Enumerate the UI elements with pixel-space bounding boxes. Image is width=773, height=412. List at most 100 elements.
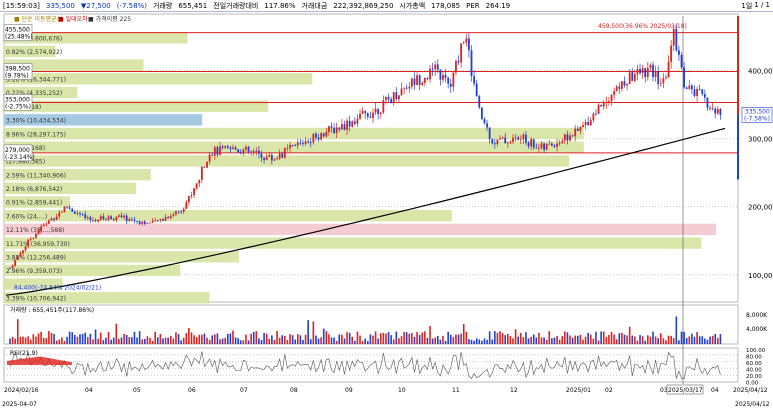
volume-bar xyxy=(278,337,281,344)
volume-profile-bar xyxy=(4,182,137,195)
volume-bar xyxy=(530,336,532,344)
candles-group xyxy=(9,23,722,270)
volume-bar xyxy=(99,332,102,344)
volume-bar xyxy=(242,340,245,344)
volume-bar xyxy=(105,337,107,344)
volume-bar xyxy=(364,338,367,344)
volume-bar xyxy=(237,338,239,344)
period-button[interactable]: 1일 xyxy=(741,2,753,10)
candle-body xyxy=(597,104,600,114)
volume-bar xyxy=(659,333,662,344)
legend-item-price-ma: ■ 가격이평 225 xyxy=(88,15,131,23)
candle-body xyxy=(286,148,289,149)
candle-body xyxy=(628,72,631,84)
candle-body xyxy=(190,195,193,197)
candle-body xyxy=(584,122,587,125)
candle-body xyxy=(455,61,457,73)
candle-body xyxy=(169,215,172,219)
volume-bar xyxy=(159,333,162,344)
volume-bar xyxy=(374,331,377,344)
volume-bar xyxy=(385,333,387,344)
date-highlight-box xyxy=(666,384,704,395)
volume-profile-label: 3.39% (10,706,942) xyxy=(6,296,66,303)
page-indicator[interactable]: 1 / 1 xyxy=(754,1,770,9)
volume-bar xyxy=(429,326,431,344)
candle-body xyxy=(315,133,317,138)
volume-bar xyxy=(247,340,250,344)
candle-body xyxy=(299,142,302,144)
volume-bar xyxy=(156,337,159,344)
volume-bar xyxy=(133,331,136,344)
volume-bar xyxy=(460,333,462,344)
volume-bar xyxy=(621,332,623,344)
volume-profile-bar xyxy=(4,223,716,236)
candle-body xyxy=(47,220,50,224)
volume-bar xyxy=(322,328,325,344)
chart-area[interactable]: 400,000 300,000 200,000 100,000 3.10% (9,800… xyxy=(0,12,773,410)
volume-bar xyxy=(258,338,260,344)
volume-bar xyxy=(79,334,81,344)
candle-body xyxy=(198,179,201,184)
candle-body xyxy=(359,113,361,119)
volume-bar xyxy=(335,340,338,344)
volume-bar xyxy=(488,331,491,344)
volume-bar xyxy=(698,336,701,344)
candle-body xyxy=(654,71,657,78)
volume-profile-label: 0.82% (2,574,922) xyxy=(6,49,62,56)
candle-body xyxy=(356,118,359,124)
volume-bar xyxy=(175,332,177,344)
candle-body xyxy=(32,237,35,239)
volume-bar xyxy=(678,340,680,344)
candle-body xyxy=(307,141,310,143)
volume-bar xyxy=(9,338,11,344)
candle-body xyxy=(587,122,590,126)
candle-body xyxy=(263,157,265,160)
rsi-axis-label: 40.00 xyxy=(746,368,762,374)
candle-body xyxy=(291,144,294,146)
candle-body xyxy=(68,207,71,209)
volume-profile-label: 5.18% (16,344,771) xyxy=(6,77,66,84)
candle-body xyxy=(595,113,597,115)
candle-body xyxy=(449,83,452,87)
candle-body xyxy=(141,221,144,225)
volume-bar xyxy=(717,337,719,344)
candle-body xyxy=(685,87,688,89)
candle-body xyxy=(576,128,579,131)
volume-profile-bar xyxy=(4,209,452,222)
volume-bar xyxy=(418,335,421,344)
volume-bar xyxy=(180,340,182,344)
volume-bar xyxy=(341,334,343,344)
volume-bar xyxy=(592,338,595,344)
volume-profile-bar xyxy=(4,292,210,304)
price-axis-label: 400,000 xyxy=(748,67,773,75)
volume-bar xyxy=(701,336,704,344)
candle-body xyxy=(283,148,286,158)
volume-bar xyxy=(107,331,110,344)
candle-body xyxy=(535,147,538,149)
volume-bar xyxy=(203,333,206,344)
candle-body xyxy=(491,138,494,144)
volume-bar xyxy=(553,337,556,344)
volume-bar xyxy=(299,335,302,344)
candle-body xyxy=(219,146,221,155)
candle-body xyxy=(711,108,714,110)
candle-body xyxy=(45,223,48,225)
candle-body xyxy=(426,78,429,80)
volume-bar xyxy=(172,338,175,344)
candle-body xyxy=(385,96,387,101)
volume-bar xyxy=(667,335,670,344)
per-value: 264.19 xyxy=(485,1,511,10)
volume-bar xyxy=(387,332,390,344)
candle-body xyxy=(242,149,245,154)
volume-bar xyxy=(154,331,156,344)
candle-body xyxy=(200,166,203,180)
candle-body xyxy=(558,142,561,144)
volume-bar xyxy=(525,332,527,344)
candle-body xyxy=(9,267,11,269)
candle-body xyxy=(499,138,501,140)
bottom-date-right: 2025/04/12 xyxy=(735,401,770,408)
status-bar: [15:59:03] 335,500 ▼27,500 (-7.58%) 거래량 … xyxy=(0,0,773,12)
volume-bar xyxy=(571,337,574,344)
volume-bar xyxy=(71,332,74,344)
volume-bar xyxy=(647,335,649,344)
